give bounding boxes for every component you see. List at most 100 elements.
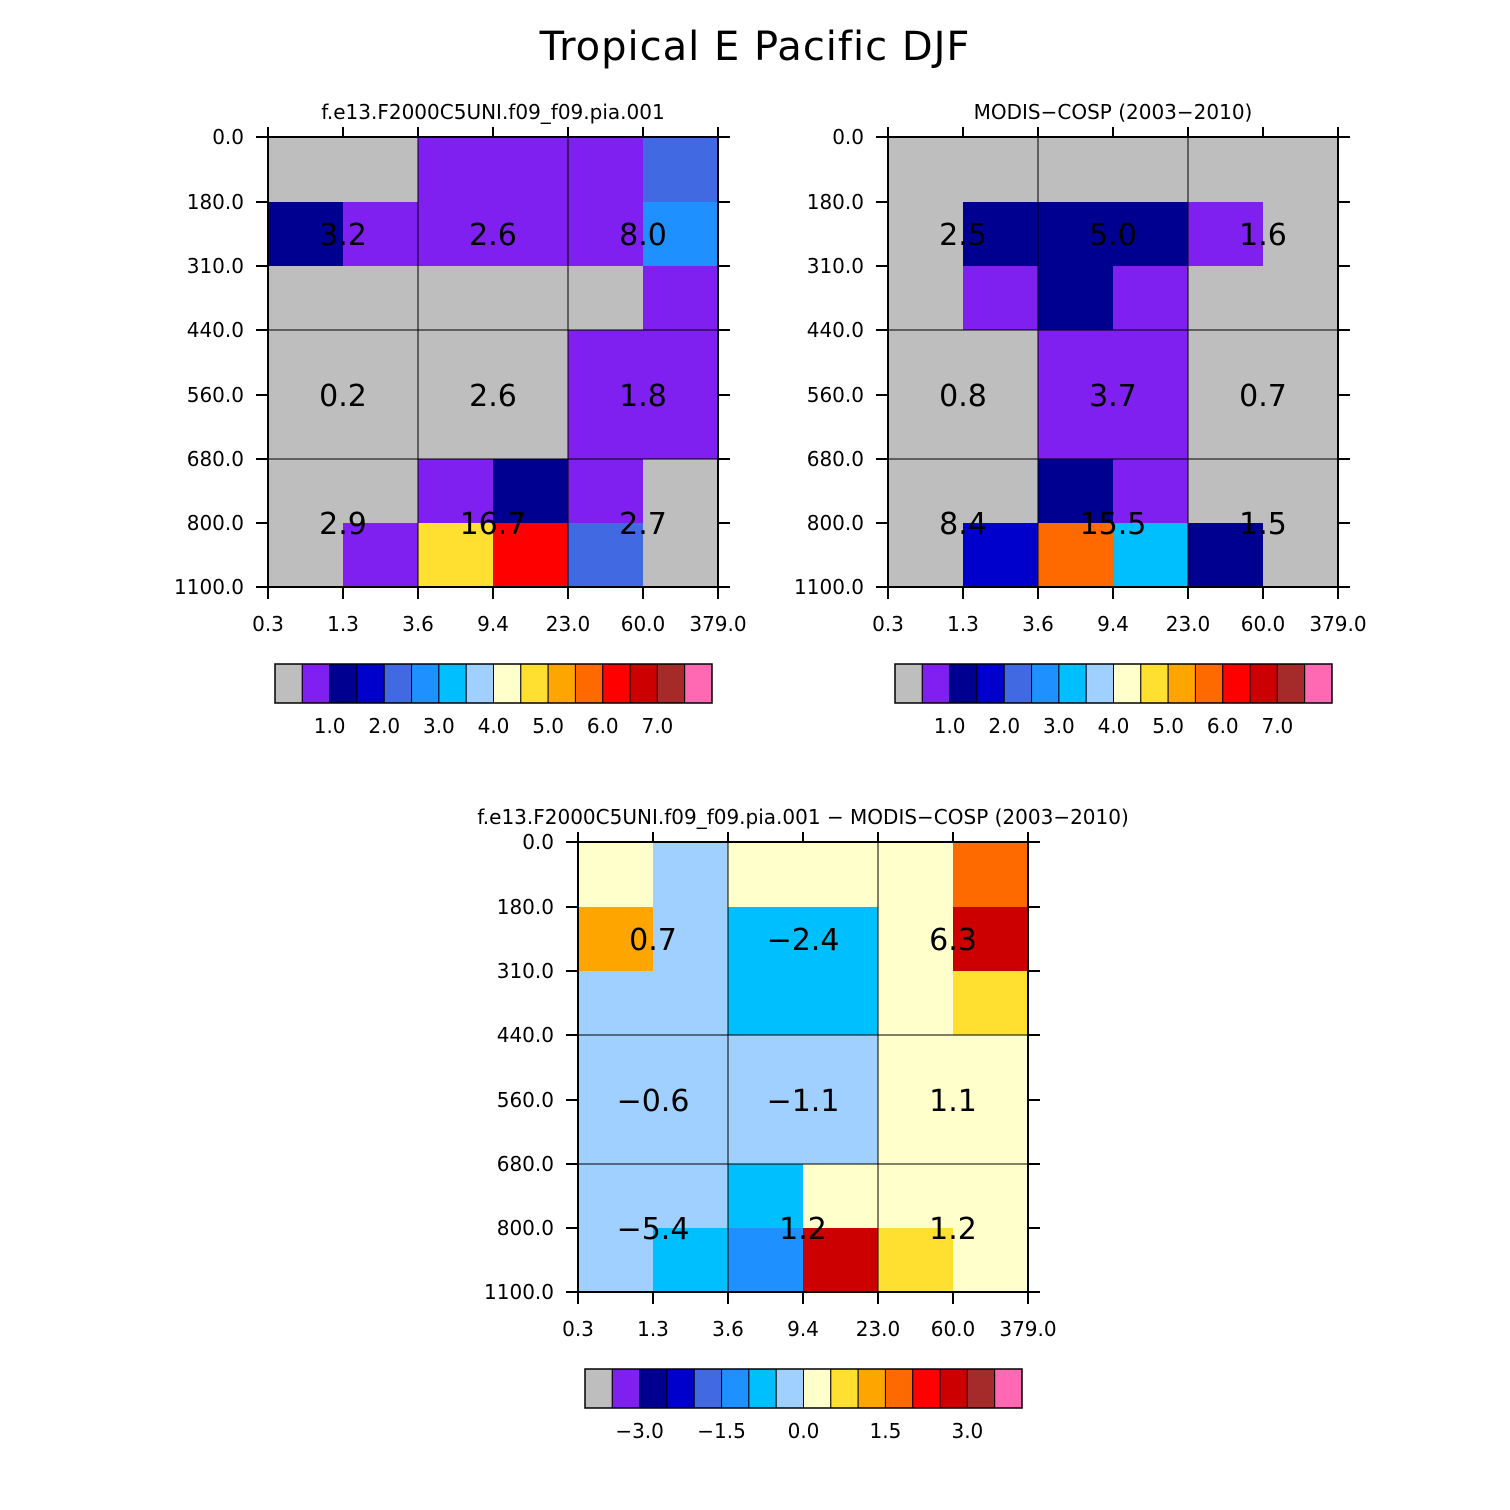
- x-tick-label: 0.3: [562, 1317, 594, 1341]
- panel-2: MODIS−COSP (2003−2010) 2.5 5.0 1.6 0.8 3.7 0.7…: [794, 100, 1367, 738]
- heatmap-cell: [268, 523, 344, 588]
- colorbar-frame: [584, 1368, 1023, 1409]
- colorbar-swatch: [666, 1368, 695, 1409]
- heatmap-cell: [268, 395, 344, 460]
- heatmap-cell: [803, 842, 879, 908]
- x-tick-label: 60.0: [1241, 612, 1286, 636]
- heatmap-cell: [343, 523, 419, 588]
- y-tick-label: 800.0: [807, 511, 864, 535]
- heatmap-cell: [493, 266, 569, 331]
- heatmap-cell: [643, 459, 719, 524]
- heatmap-cell: [1038, 523, 1114, 588]
- y-tick-label: 1100.0: [174, 575, 244, 599]
- y-tick-label: 310.0: [497, 959, 554, 983]
- heatmap-cell: [1188, 459, 1264, 524]
- block-value-label: −0.6: [617, 1084, 690, 1119]
- y-tick-label: 800.0: [187, 511, 244, 535]
- heatmap-cell: [878, 971, 954, 1036]
- heatmap-cell: [888, 459, 964, 524]
- heatmap-cell: [343, 330, 419, 396]
- heatmap-cell: [1038, 202, 1114, 267]
- heatmap-cell: [1263, 330, 1339, 396]
- block-value-label: 2.6: [469, 218, 517, 253]
- heatmap-cell: [1038, 137, 1114, 203]
- y-tick-label: 800.0: [497, 1216, 554, 1240]
- heatmap-cell: [418, 202, 494, 267]
- y-tick-label: 1100.0: [794, 575, 864, 599]
- block-value-label: 1.2: [779, 1212, 827, 1247]
- y-tick-label: 0.0: [522, 830, 554, 854]
- heatmap-cell: [568, 202, 644, 267]
- heatmap-cell: [643, 330, 719, 396]
- panel-1: f.e13.F2000C5UNI.f09_f09.pia.001 3.2 2.6 8.…: [174, 100, 747, 738]
- x-tick-label: 379.0: [999, 1317, 1056, 1341]
- heatmap-cell: [803, 971, 879, 1036]
- heatmap-cell: [888, 266, 964, 331]
- colorbar-swatch: [629, 663, 658, 704]
- heatmap-cell: [963, 330, 1039, 396]
- heatmap-cell: [888, 523, 964, 588]
- block-value-label: 0.7: [1239, 379, 1287, 414]
- heatmap-cell: [803, 1035, 879, 1101]
- x-tick-label: 1.3: [637, 1317, 669, 1341]
- y-tick-label: 440.0: [497, 1023, 554, 1047]
- colorbar-swatch: [329, 663, 358, 704]
- heatmap-cell: [268, 459, 344, 524]
- block-value-label: 1.5: [1239, 507, 1287, 542]
- y-tick-label: 180.0: [807, 190, 864, 214]
- colorbar-swatch: [274, 663, 303, 704]
- heatmap-cell: [418, 266, 494, 331]
- heatmap-cell: [1113, 459, 1189, 524]
- colorbar-swatch: [748, 1368, 777, 1409]
- colorbar-swatch: [803, 1368, 832, 1409]
- heatmap-cell: [728, 1228, 804, 1293]
- colorbar-swatch: [693, 1368, 723, 1409]
- block-value-label: 2.6: [469, 379, 517, 414]
- colorbar-label: 3.0: [423, 714, 455, 738]
- x-tick-label: 0.3: [252, 612, 284, 636]
- heatmap-cell: [268, 202, 344, 267]
- heatmap-cell: [568, 330, 644, 396]
- colorbar-swatch: [356, 663, 385, 704]
- heatmap-cell: [1263, 202, 1339, 267]
- heatmap-cell: [1263, 459, 1339, 524]
- heatmap-cell: [1113, 266, 1189, 331]
- heatmap-cell: [343, 137, 419, 203]
- heatmap-cell: [493, 395, 569, 460]
- heatmap-cell: [653, 842, 729, 908]
- block-value-label: 1.6: [1239, 218, 1287, 253]
- heatmap-cell: [268, 330, 344, 396]
- heatmap-cell: [878, 1100, 954, 1165]
- y-tick-label: 0.0: [832, 125, 864, 149]
- colorbar-swatch: [411, 663, 440, 704]
- heatmap-cell: [878, 1164, 954, 1229]
- colorbar-swatch: [939, 1368, 968, 1409]
- block-value-label: 3.2: [319, 218, 367, 253]
- heatmap-cell: [1038, 330, 1114, 396]
- heatmap-cell: [568, 266, 644, 331]
- colorbar-swatch: [301, 663, 331, 704]
- heatmap-cell: [1263, 395, 1339, 460]
- block-value-label: 16.7: [460, 507, 527, 542]
- x-tick-label: 1.3: [947, 612, 979, 636]
- colorbar-swatch: [547, 663, 576, 704]
- x-tick-label: 9.4: [787, 1317, 819, 1341]
- heatmap-cell: [568, 137, 644, 203]
- colorbar-swatch: [602, 663, 631, 704]
- colorbar-swatch: [912, 1368, 941, 1409]
- heatmap-cell: [953, 971, 1029, 1036]
- heatmap-cell: [803, 907, 879, 972]
- colorbar-label: 5.0: [532, 714, 564, 738]
- colorbar-swatch: [1304, 663, 1333, 704]
- heatmap-cell: [643, 395, 719, 460]
- heatmap-cell: [578, 1228, 654, 1293]
- heatmap-cell: [643, 523, 719, 588]
- colorbar-swatch: [465, 663, 494, 704]
- colorbar-label: 4.0: [478, 714, 510, 738]
- panel-title: MODIS−COSP (2003−2010): [974, 100, 1253, 124]
- x-tick-label: 23.0: [546, 612, 591, 636]
- x-tick-label: 3.6: [402, 612, 434, 636]
- heatmap-cell: [568, 523, 644, 588]
- block-value-label: 8.0: [619, 218, 667, 253]
- x-tick-label: 60.0: [931, 1317, 976, 1341]
